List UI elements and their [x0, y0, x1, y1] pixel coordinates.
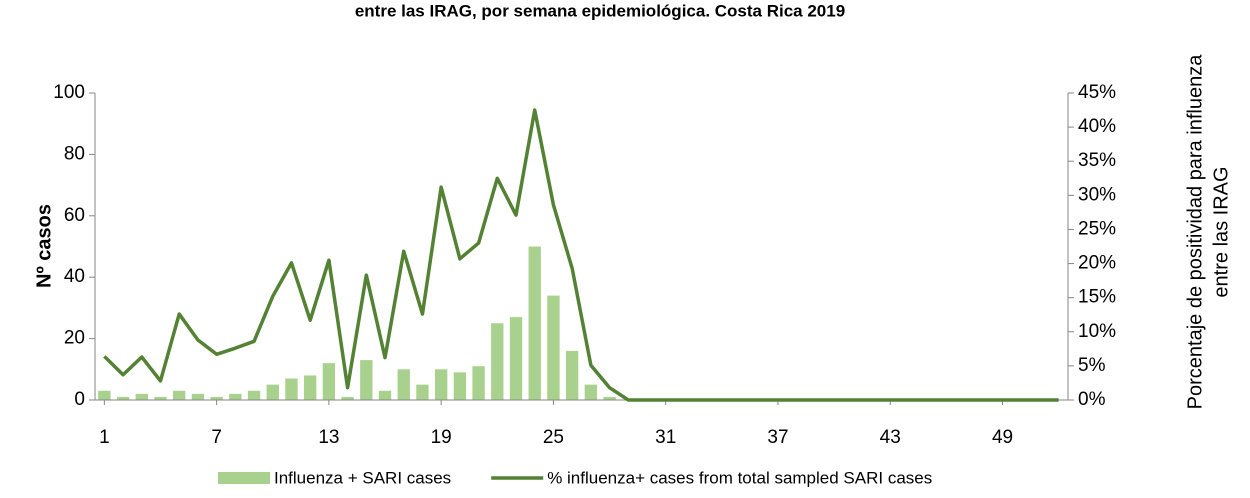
y2-tick-label: 20%	[1078, 253, 1116, 274]
bar	[154, 396, 167, 400]
bar	[266, 384, 279, 400]
bar	[603, 396, 616, 400]
bar	[378, 390, 392, 400]
x-tick-label: 43	[880, 427, 901, 448]
bar	[304, 375, 317, 400]
y2-tick-label: 10%	[1078, 321, 1116, 342]
y-tick-label: 80	[64, 143, 85, 164]
bar	[397, 369, 410, 400]
bar	[116, 396, 130, 400]
line	[103, 108, 1059, 402]
x-tick-label: 25	[543, 427, 564, 448]
y2-tick-label: 35%	[1078, 150, 1116, 171]
x-tick-label: 31	[655, 427, 676, 448]
x-tick-label: 7	[211, 427, 222, 448]
legend-label: % influenza+ cases from total sampled SA…	[547, 468, 932, 487]
bar	[509, 317, 523, 400]
legend-label: Influenza + SARI cases	[274, 468, 451, 487]
x-tick-label: 37	[767, 427, 788, 448]
y2-axis-title: Porcentaje de positividad para influenza	[1184, 54, 1206, 410]
y-axis-title: Nº casos	[33, 204, 55, 288]
y2-tick-label: 0%	[1078, 389, 1106, 410]
y2-tick-label: 30%	[1078, 184, 1116, 205]
bar	[584, 384, 598, 400]
bar	[453, 372, 467, 400]
bar	[285, 378, 298, 400]
y-tick-label: 100	[53, 82, 85, 103]
bar	[247, 390, 261, 400]
bar	[341, 396, 354, 400]
y2-tick-label: 25%	[1078, 218, 1116, 239]
y-tick-label: 40	[64, 266, 85, 287]
x-tick-label: 1	[99, 427, 110, 448]
bar	[491, 323, 504, 400]
x-tick-label: 19	[431, 427, 452, 448]
bar	[434, 369, 448, 400]
bar	[173, 390, 186, 400]
bar	[210, 396, 223, 400]
bar	[98, 390, 111, 400]
y-tick-label: 60	[64, 205, 85, 226]
bar	[360, 360, 373, 400]
bar	[547, 295, 560, 400]
bar	[472, 366, 485, 400]
bar	[322, 363, 336, 400]
x-tick-label: 49	[992, 427, 1013, 448]
bar	[416, 384, 429, 400]
bar	[528, 246, 541, 400]
y-tick-label: 0	[74, 389, 85, 410]
chart-title: entre las IRAG, por semana epidemiológic…	[355, 1, 845, 20]
y2-tick-label: 15%	[1078, 287, 1116, 308]
bar	[135, 393, 148, 400]
y2-tick-label: 45%	[1078, 82, 1116, 103]
legend-swatch	[218, 472, 270, 484]
bar	[229, 393, 242, 400]
bar	[565, 350, 579, 400]
y-tick-label: 20	[64, 328, 85, 349]
y2-tick-label: 5%	[1078, 355, 1106, 376]
bar	[191, 393, 205, 400]
y2-axis-title: entre las IRAG	[1210, 166, 1232, 297]
x-tick-label: 13	[318, 427, 339, 448]
y2-tick-label: 40%	[1078, 116, 1116, 137]
